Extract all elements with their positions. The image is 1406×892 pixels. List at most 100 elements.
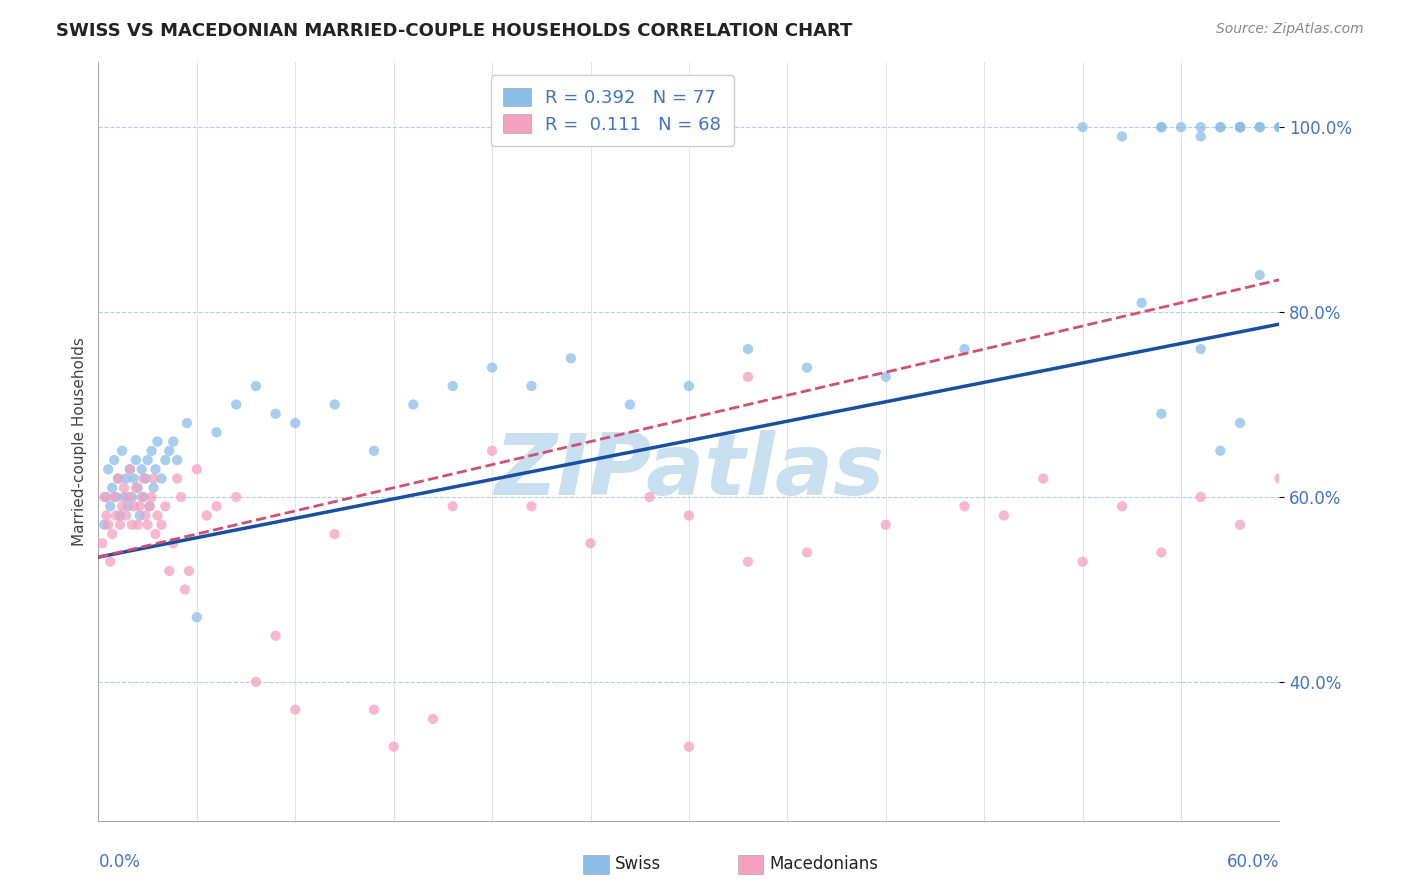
Point <box>1268 120 1291 135</box>
Legend: R = 0.392   N = 77, R =  0.111   N = 68: R = 0.392 N = 77, R = 0.111 N = 68 <box>491 75 734 146</box>
Point <box>142 481 165 495</box>
Text: ZIPatlas: ZIPatlas <box>494 430 884 514</box>
Point <box>284 416 307 430</box>
Point <box>638 490 661 504</box>
Point <box>875 517 897 532</box>
Point <box>117 500 139 514</box>
Point <box>108 517 131 532</box>
Point <box>1268 120 1291 135</box>
Point <box>422 712 444 726</box>
Point <box>101 527 124 541</box>
Point <box>737 369 759 384</box>
Point <box>108 508 131 523</box>
Point <box>1229 120 1251 135</box>
Point <box>1189 490 1212 504</box>
Point <box>441 500 464 514</box>
Point <box>145 462 167 476</box>
Point <box>150 471 173 485</box>
Point <box>150 517 173 532</box>
Point <box>205 425 228 440</box>
Point <box>481 360 503 375</box>
Point <box>1111 129 1133 144</box>
Point <box>141 443 163 458</box>
Point <box>118 462 141 476</box>
Point <box>323 398 346 412</box>
Point <box>619 398 641 412</box>
Point <box>176 416 198 430</box>
Point <box>205 500 228 514</box>
Point <box>1209 120 1232 135</box>
Text: Swiss: Swiss <box>614 855 661 873</box>
Point <box>1150 120 1173 135</box>
Text: 0.0%: 0.0% <box>98 853 141 871</box>
Point <box>131 462 153 476</box>
Point <box>141 490 163 504</box>
Point <box>1150 545 1173 559</box>
Point <box>122 500 145 514</box>
Point <box>520 500 543 514</box>
Point <box>284 703 307 717</box>
Point <box>105 490 128 504</box>
Point <box>127 481 149 495</box>
Point <box>1032 471 1054 485</box>
Point <box>155 453 177 467</box>
Y-axis label: Married-couple Households: Married-couple Households <box>72 337 87 546</box>
Point <box>264 629 287 643</box>
Point <box>1170 120 1192 135</box>
Point <box>737 342 759 356</box>
Point <box>162 536 184 550</box>
Point <box>97 517 120 532</box>
Point <box>91 536 114 550</box>
Point <box>155 500 177 514</box>
Point <box>145 527 167 541</box>
Point <box>98 555 121 569</box>
Point <box>122 471 145 485</box>
Point <box>1229 120 1251 135</box>
Point <box>1150 120 1173 135</box>
Point <box>245 675 267 690</box>
Point <box>118 462 141 476</box>
Point <box>107 471 129 485</box>
Point <box>1209 443 1232 458</box>
Point <box>127 517 149 532</box>
Point <box>1249 120 1271 135</box>
Text: Source: ZipAtlas.com: Source: ZipAtlas.com <box>1216 22 1364 37</box>
Point <box>157 564 180 578</box>
Point <box>162 434 184 449</box>
Point <box>97 462 120 476</box>
Point <box>1130 296 1153 310</box>
Point <box>1268 471 1291 485</box>
Point <box>1229 416 1251 430</box>
Point <box>117 490 139 504</box>
Point <box>560 351 582 366</box>
Point <box>93 517 115 532</box>
Point <box>402 398 425 412</box>
Point <box>103 453 125 467</box>
Point <box>875 369 897 384</box>
Point <box>1229 517 1251 532</box>
Point <box>678 379 700 393</box>
Point <box>186 462 208 476</box>
Point <box>678 508 700 523</box>
Point <box>264 407 287 421</box>
Point <box>112 490 135 504</box>
Text: Macedonians: Macedonians <box>769 855 879 873</box>
Point <box>135 508 157 523</box>
Point <box>166 471 188 485</box>
Point <box>1189 129 1212 144</box>
Point <box>1268 120 1291 135</box>
Point <box>138 500 160 514</box>
Point <box>105 508 128 523</box>
Point <box>520 379 543 393</box>
Point <box>132 490 155 504</box>
Point <box>1111 500 1133 514</box>
Point <box>363 703 385 717</box>
Point <box>101 481 124 495</box>
Point <box>135 471 157 485</box>
Point <box>953 500 976 514</box>
Point <box>382 739 405 754</box>
Point <box>128 500 150 514</box>
Point <box>136 517 159 532</box>
Point <box>142 471 165 485</box>
Point <box>363 443 385 458</box>
